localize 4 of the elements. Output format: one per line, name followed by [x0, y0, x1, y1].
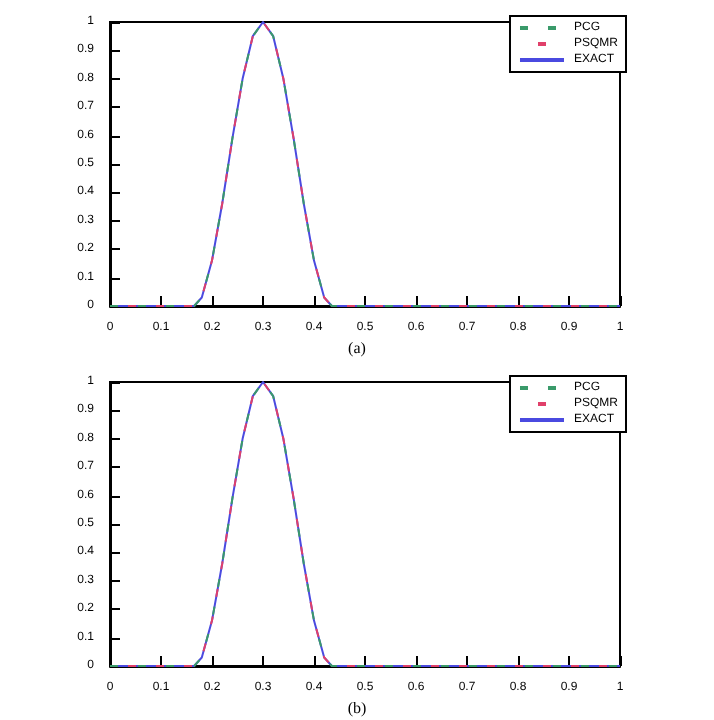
line-series — [109, 21, 621, 307]
line-series — [109, 381, 621, 667]
text: (b) — [347, 699, 367, 717]
text: (a) — [348, 339, 367, 357]
